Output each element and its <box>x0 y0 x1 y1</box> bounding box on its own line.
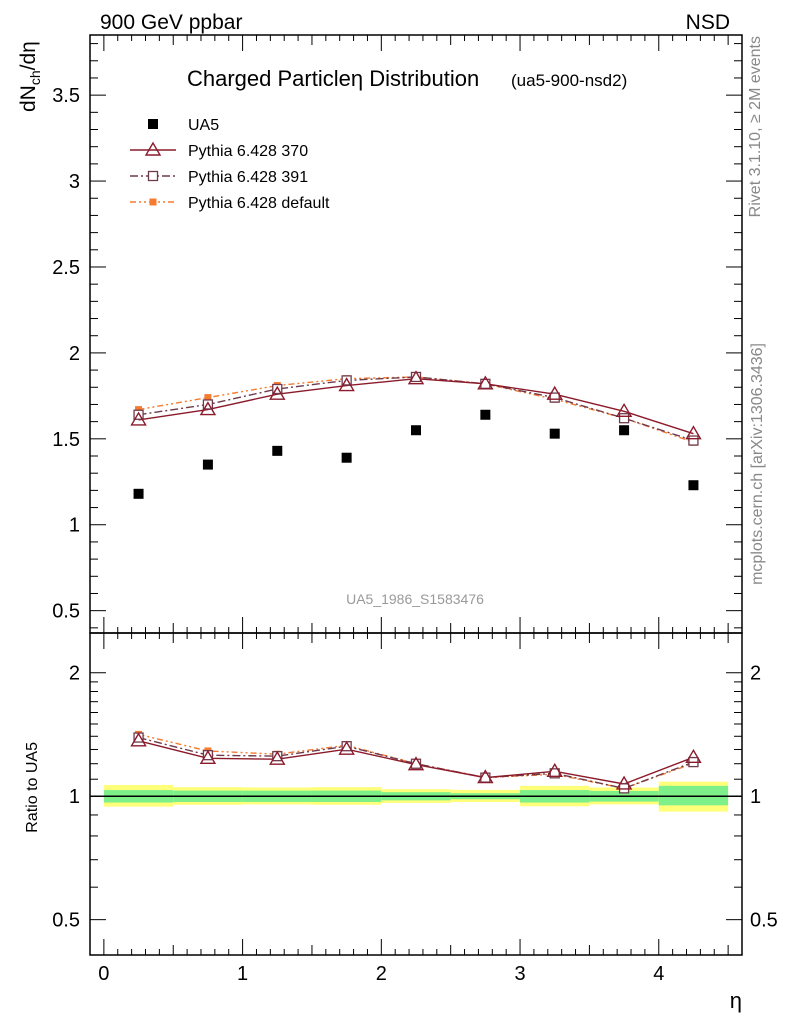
data-point <box>130 411 147 426</box>
ratio-y-tick-label: 1 <box>69 786 80 808</box>
ratio-point <box>615 775 633 790</box>
data-point <box>685 425 702 440</box>
chart-subtitle: (ua5-900-nsd2) <box>511 71 627 90</box>
legend-marker <box>149 198 157 206</box>
process-label: NSD <box>686 11 730 34</box>
x-tick-label: 3 <box>514 963 525 985</box>
y-tick-label: 1 <box>69 515 80 537</box>
data-point <box>269 385 286 400</box>
y-label-sub: ch <box>27 70 43 85</box>
x-tick-label: 1 <box>237 963 248 985</box>
ratio-y-tick-label-right: 1 <box>750 786 761 808</box>
legend-label: Pythia 6.428 370 <box>188 143 308 160</box>
y-label-main: dN <box>17 85 40 112</box>
y-label-tail: /dη <box>17 41 40 70</box>
data-point <box>133 488 144 499</box>
legend-marker <box>148 119 158 129</box>
data-point <box>204 394 212 402</box>
ratio-y-tick-label: 0.5 <box>52 910 80 932</box>
rivet-version-label: Rivet 3.1.10, ≥ 2M events <box>747 36 764 217</box>
ratio-series <box>130 730 702 794</box>
x-tick-label: 2 <box>376 963 387 985</box>
x-tick-label: 4 <box>653 963 664 985</box>
ratio-y-tick-label-right: 2 <box>750 663 761 685</box>
ratio-point <box>685 748 702 764</box>
svg-text:dNch/dη: dNch/dη <box>17 41 43 112</box>
data-point <box>133 409 144 420</box>
energy-label: 900 GeV ppbar <box>100 11 242 34</box>
ratio-y-tick-label-right: 0.5 <box>750 910 778 932</box>
legend-marker <box>144 141 162 156</box>
ratio-point <box>199 749 217 765</box>
y-axis-label: dNch/dη <box>17 41 43 112</box>
ratio-point <box>130 732 147 747</box>
y-tick-label: 3 <box>69 171 80 193</box>
legend-marker <box>147 170 159 182</box>
data-point <box>199 401 217 416</box>
data-point <box>688 480 699 491</box>
data-point <box>272 445 283 456</box>
data-point <box>135 406 143 414</box>
data-point <box>338 377 355 392</box>
ratio-point <box>407 756 425 771</box>
legend: UA5 Pythia 6.428 370 Pythia 6.428 391 Pythi… <box>130 117 330 212</box>
data-point <box>688 435 699 446</box>
legend-label: Pythia 6.428 391 <box>188 169 308 186</box>
ratio-panel-frame <box>89 632 743 956</box>
ratio-point <box>338 740 355 755</box>
chart-title: Charged Particleη Distribution <box>187 66 479 91</box>
data-point <box>202 399 214 410</box>
data-point <box>618 413 630 424</box>
legend-label: Pythia 6.428 default <box>188 195 330 212</box>
data-point <box>272 383 283 395</box>
ratio-line <box>138 736 694 790</box>
ratio-point <box>480 772 491 783</box>
series-line <box>138 376 694 442</box>
y-tick-label: 3.5 <box>52 85 80 107</box>
data-point <box>477 375 494 390</box>
data-point <box>549 392 560 403</box>
ratio-y-tick-label: 2 <box>69 663 80 685</box>
ratio-point <box>546 762 563 778</box>
ratio-y-axis-label: Ratio to UA5 <box>24 742 41 833</box>
data-point <box>546 385 563 400</box>
ratio-point <box>269 750 286 765</box>
y-tick-label: 0.5 <box>52 601 80 623</box>
data-point <box>341 452 352 463</box>
data-point <box>341 375 352 386</box>
analysis-watermark: UA5_1986_S1583476 <box>346 591 484 607</box>
legend-label: UA5 <box>188 117 219 134</box>
y-tick-label: 2.5 <box>52 257 80 279</box>
y-tick-label: 1.5 <box>52 429 80 451</box>
data-point <box>480 409 491 420</box>
data-point <box>615 402 633 418</box>
main-series <box>130 370 702 499</box>
data-point <box>411 425 421 436</box>
data-point <box>407 370 425 385</box>
data-point <box>202 459 213 470</box>
ratio-point <box>410 758 422 769</box>
x-axis-label: η <box>730 988 742 1013</box>
x-tick-label: 0 <box>98 963 109 985</box>
data-point <box>480 378 491 389</box>
axes: 0 1 2 3 4 0.5 1 1.5 2 2.5 3 3.5 0.5 0.5 1 1 2 2 <box>52 35 778 985</box>
data-point <box>619 425 630 436</box>
y-tick-label: 2 <box>69 343 80 365</box>
mcplots-label: mcplots.cern.ch [arXiv:1306.3436] <box>749 343 766 585</box>
ratio-point <box>477 769 494 784</box>
data-point <box>549 428 560 439</box>
